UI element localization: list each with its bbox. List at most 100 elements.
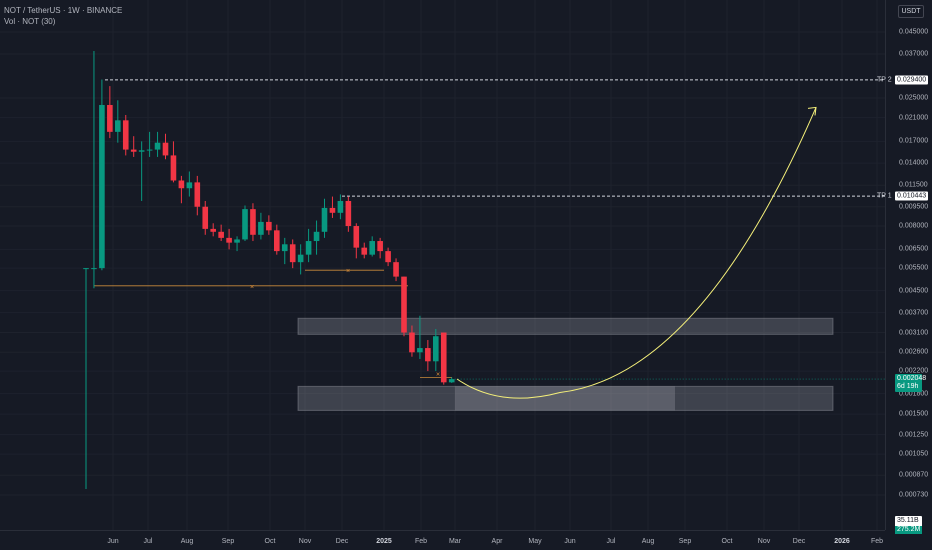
candle-body: [369, 241, 375, 255]
candle-body: [218, 231, 224, 238]
candle-body: [409, 332, 415, 353]
symbol-title[interactable]: NOT / TetherUS · 1W · BINANCE: [4, 6, 123, 15]
price-tick-label: 0.000870: [899, 471, 929, 479]
tp2-tag: TP 2: [877, 76, 892, 84]
candle-body: [329, 207, 336, 213]
price-tick-label: 0.011500: [899, 181, 928, 189]
price-tick-label: 0.008000: [899, 222, 929, 230]
price-tick-label: 0.001500: [899, 410, 929, 418]
candle-body: [313, 231, 320, 242]
candle-body: [393, 262, 399, 277]
currency-button[interactable]: USDT: [898, 5, 924, 18]
time-axis[interactable]: Jun Jul Aug Sep Oct Nov Dec 2025 Feb Mar Apr May Jun…: [0, 530, 885, 550]
candle-body: [258, 221, 264, 235]
price-tick-label: 0.045000: [899, 28, 929, 36]
candle-body: [321, 207, 328, 232]
candle-body: [274, 230, 280, 252]
candle-body: [138, 150, 145, 152]
candle-body: [433, 336, 439, 362]
price-tick-label: 0.004500: [899, 287, 929, 295]
time-tick-label: Feb: [414, 538, 428, 545]
time-tick-label: Oct: [264, 538, 276, 545]
chart-area[interactable]: × × × NOT / TetherUS · 1W · BINANCE Vol · …: [0, 0, 885, 530]
candle-body: [91, 268, 97, 270]
candle-body: [107, 104, 113, 132]
price-axis[interactable]: USDT 0.045000 0.037000 0.025000 0.021000 0.0…: [885, 0, 932, 534]
candle-body: [266, 221, 272, 231]
candle-body: [377, 241, 383, 252]
time-tick-label: Dec: [792, 538, 806, 545]
candle-body: [337, 200, 344, 213]
candle-body: [353, 226, 360, 248]
price-tick-label: 0.000730: [899, 491, 929, 499]
candle-body: [186, 182, 193, 189]
time-tick-label: Jul: [143, 538, 153, 545]
candle-body: [425, 348, 431, 362]
candle-body: [146, 149, 153, 151]
time-tick-label: Aug: [180, 538, 194, 545]
projection-curve: [456, 107, 817, 399]
time-tick-label: Feb: [870, 538, 884, 545]
candle-body: [448, 379, 455, 383]
time-tick-label: Apr: [491, 538, 503, 545]
price-tick-label: 0.014000: [899, 159, 929, 167]
candle-body: [178, 180, 185, 189]
time-tick-label: Mar: [448, 538, 462, 545]
candle-body: [250, 209, 256, 235]
time-tick-label: May: [528, 538, 542, 545]
candle-body: [162, 142, 169, 156]
time-tick-label: Jul: [606, 538, 616, 545]
candle-body: [361, 247, 368, 255]
price-tick-label: 0.002200: [899, 367, 929, 375]
time-tick-label: Sep: [221, 538, 235, 545]
time-tick-label: Dec: [335, 538, 349, 545]
candle-body: [83, 268, 89, 270]
swing-low-marker: ×: [250, 284, 254, 291]
volume-indicator-legend[interactable]: Vol · NOT (30): [4, 17, 56, 26]
candle-body: [194, 182, 201, 207]
support-resistance-zone: [297, 317, 834, 335]
volume-value: 35.11B: [897, 517, 919, 524]
current-price-badge: 0.002048 6d 19h: [895, 374, 927, 393]
price-tick-label: 0.001800: [899, 390, 929, 398]
price-chart[interactable]: × × ×: [0, 0, 885, 530]
price-tick-label: 0.017000: [899, 137, 929, 145]
candle-body: [130, 149, 137, 152]
candle-body: [345, 200, 352, 227]
candle-body: [297, 254, 304, 263]
candle-body: [401, 276, 407, 333]
projection-arrow-head: [807, 106, 817, 116]
candle-body: [281, 244, 288, 252]
tp1-price-label: 0.010443: [895, 191, 929, 201]
candle-body: [226, 237, 232, 243]
volume-badge: 35.11B 275.2M: [895, 516, 922, 534]
swing-low-marker: ×: [346, 268, 350, 275]
time-tick-label: Jun: [107, 538, 119, 545]
price-tick-label: 0.006500: [899, 245, 929, 253]
support-resistance-zone: [297, 385, 834, 411]
current-price-value: 0.002048: [897, 375, 927, 383]
candle-body: [417, 348, 423, 353]
tp1-tag: TP 1: [877, 192, 892, 200]
time-tick-label: Jun: [564, 538, 576, 545]
tp2-price-label: 0.029400: [895, 75, 929, 85]
price-tick-label: 0.002600: [899, 348, 929, 356]
price-tick-label: 0.005500: [899, 264, 929, 272]
price-tick-label: 0.025000: [899, 94, 929, 102]
time-tick-label: 2025: [376, 538, 392, 545]
price-tick-label: 0.009500: [899, 203, 929, 211]
candle-body: [242, 209, 248, 240]
highlighted-zone-segment: [455, 386, 675, 411]
price-tick-label: 0.001050: [899, 450, 929, 458]
swing-low-marker: ×: [436, 371, 440, 378]
candle-body: [170, 155, 177, 181]
candle-body: [210, 228, 216, 232]
candle-body: [305, 241, 312, 255]
price-tick-label: 0.003700: [899, 309, 929, 317]
candle-body: [440, 332, 447, 383]
time-tick-label: Nov: [298, 538, 312, 545]
price-tick-label: 0.001250: [899, 431, 929, 439]
candle-body: [122, 120, 129, 150]
price-tick-label: 0.003100: [899, 329, 929, 337]
time-tick-label: 2026: [834, 538, 850, 545]
